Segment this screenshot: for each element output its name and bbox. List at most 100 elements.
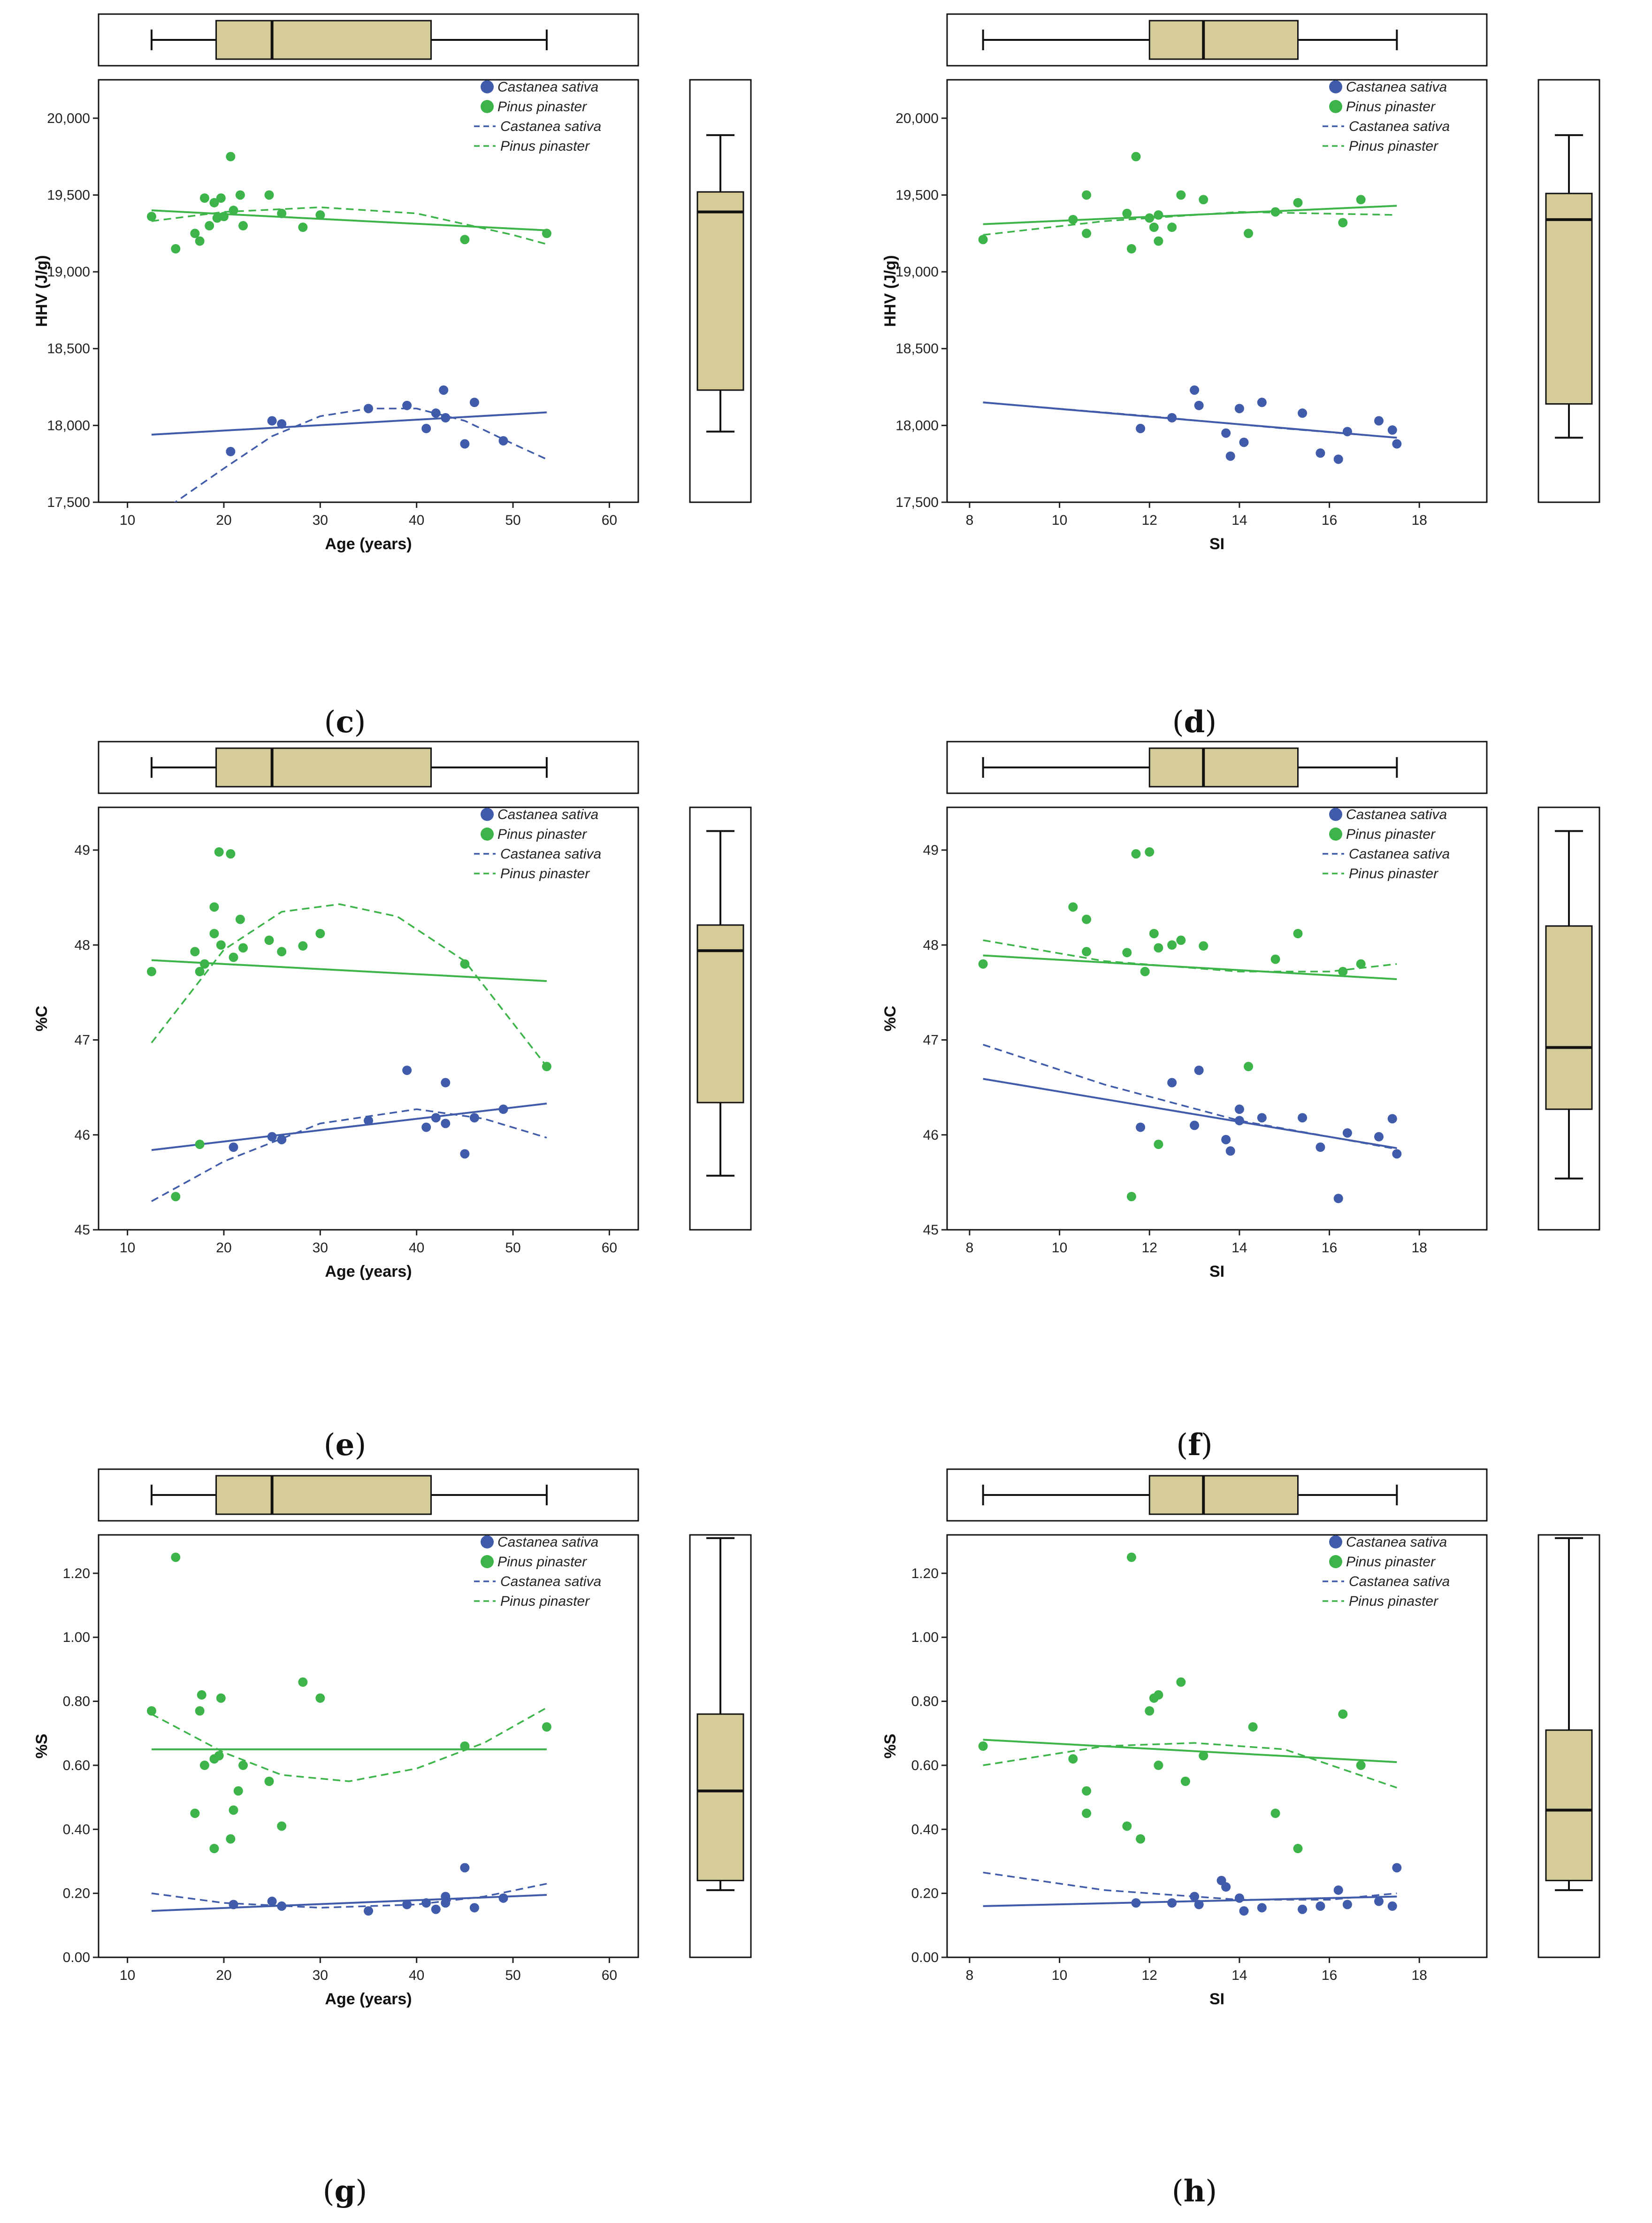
x-tick-label: 10 xyxy=(1052,1968,1067,1983)
y-axis-label: %S xyxy=(881,1734,899,1759)
y-axis-label: %S xyxy=(33,1734,51,1759)
castanea-sativa-point xyxy=(1239,437,1249,447)
pinus-pinaster-point xyxy=(1356,1760,1366,1770)
panel-h: 8 10 12 14 16 18 0.00 0.20 0.40 0.60 0.80 1.00 1.20 S… xyxy=(881,1468,1600,2008)
legend-entry: Pinus pinaster xyxy=(1346,99,1436,115)
x-axis-label: Age (years) xyxy=(325,1263,412,1280)
panel-label-open: ( xyxy=(323,2174,335,2209)
pinus-pinaster-point xyxy=(298,1677,308,1687)
pinus-pinaster-point xyxy=(1131,152,1141,161)
pinus-pinaster-point xyxy=(1126,1192,1136,1202)
y-boxplot-box xyxy=(1545,1729,1593,1881)
castanea-sativa-linear-fit xyxy=(983,401,1397,439)
pinus-pinaster-point xyxy=(1244,229,1254,238)
panel-label-letter: d xyxy=(1184,705,1205,740)
y-tick-label: 17,500 xyxy=(47,495,90,510)
pinus-pinaster-linear-fit xyxy=(151,959,547,982)
castanea-sativa-point xyxy=(460,439,470,449)
x-tick-label: 60 xyxy=(602,1240,617,1256)
x-tick-label: 20 xyxy=(216,1968,231,1983)
x-tick-label: 18 xyxy=(1412,1968,1427,1983)
castanea-sativa-point xyxy=(1333,454,1343,464)
pinus-pinaster-point xyxy=(1149,928,1159,938)
castanea-sativa-point xyxy=(277,1134,287,1144)
castanea-sativa-point xyxy=(364,1116,373,1126)
castanea-sativa-point xyxy=(1234,1893,1244,1903)
y-axis-label: HHV (J/g) xyxy=(33,255,51,327)
pinus-pinaster-point xyxy=(235,914,245,924)
pinus-pinaster-quadratic-fit xyxy=(151,206,547,245)
x-boxplot-box xyxy=(215,20,432,60)
panel-label-c: (c) xyxy=(324,705,366,740)
y-tick-label: 0.00 xyxy=(911,1950,939,1965)
legend-entry: Castanea sativa xyxy=(1349,846,1450,862)
castanea-sativa-point xyxy=(460,1149,470,1159)
pinus-pinaster-point xyxy=(1338,1709,1348,1719)
y-tick-label: 45 xyxy=(75,1222,90,1238)
legend-entry: Castanea sativa xyxy=(500,1574,601,1589)
legend-entry: Castanea sativa xyxy=(1346,79,1447,95)
y-tick-label: 0.00 xyxy=(63,1950,90,1965)
panel-label-d: (d) xyxy=(1172,705,1217,740)
panel-label-open: ( xyxy=(1172,2174,1184,2209)
legend-marker xyxy=(481,1555,494,1568)
castanea-sativa-point xyxy=(364,1906,373,1916)
x-tick-label: 30 xyxy=(313,1240,328,1256)
castanea-sativa-point xyxy=(1387,1114,1397,1124)
y-tick-label: 18,000 xyxy=(47,418,90,433)
castanea-sativa-point xyxy=(1194,1900,1204,1909)
y-boxplot-box xyxy=(696,1713,744,1881)
castanea-sativa-point xyxy=(1136,1122,1146,1132)
legend-entry: Pinus pinaster xyxy=(500,1594,590,1609)
x-boxplot-box xyxy=(1148,747,1299,788)
y-boxplot-box xyxy=(1545,925,1593,1110)
pinus-pinaster-point xyxy=(1131,849,1141,859)
pinus-pinaster-point xyxy=(460,959,470,969)
pinus-pinaster-point xyxy=(1082,229,1092,238)
pinus-pinaster-point xyxy=(233,1786,243,1796)
pinus-pinaster-point xyxy=(226,849,236,859)
x-tick-label: 60 xyxy=(602,1968,617,1983)
legend-entry: Castanea sativa xyxy=(500,119,601,134)
pinus-pinaster-point xyxy=(238,221,248,230)
pinus-pinaster-point xyxy=(171,1552,181,1562)
x-axis-label: SI xyxy=(1209,1990,1224,2008)
plot-layer xyxy=(146,847,551,1202)
castanea-sativa-point xyxy=(1190,1120,1200,1130)
castanea-sativa-point xyxy=(1221,1134,1231,1144)
pinus-pinaster-point xyxy=(315,928,325,938)
plot-frame xyxy=(98,806,639,1231)
legend-entry: Pinus pinaster xyxy=(1349,1594,1438,1609)
pinus-pinaster-point xyxy=(195,1139,205,1149)
pinus-pinaster-point xyxy=(1082,947,1092,957)
castanea-sativa-point xyxy=(1374,1896,1384,1906)
legend-entry: Castanea sativa xyxy=(497,807,598,822)
castanea-sativa-point xyxy=(1167,1078,1177,1088)
castanea-sativa-point xyxy=(267,1896,277,1906)
castanea-sativa-point xyxy=(439,385,449,395)
y-tick-label: 1.20 xyxy=(911,1566,939,1581)
y-tick-label: 0.40 xyxy=(911,1822,939,1837)
pinus-pinaster-point xyxy=(1126,1552,1136,1562)
pinus-pinaster-quadratic-fit xyxy=(983,939,1397,973)
pinus-pinaster-point xyxy=(1082,1786,1092,1796)
legend-entry: Pinus pinaster xyxy=(497,827,587,842)
x-tick-label: 10 xyxy=(120,1968,135,1983)
castanea-sativa-point xyxy=(1257,398,1267,407)
y-axis-label: HHV (J/g) xyxy=(881,255,899,327)
plot-frame xyxy=(98,1534,639,1958)
pinus-pinaster-point xyxy=(1154,236,1163,246)
castanea-sativa-point xyxy=(402,1900,412,1909)
x-tick-label: 16 xyxy=(1322,1968,1337,1983)
pinus-pinaster-point xyxy=(209,1844,219,1854)
pinus-pinaster-point xyxy=(1176,190,1186,200)
castanea-sativa-point xyxy=(1392,439,1402,449)
legend-entry: Pinus pinaster xyxy=(500,866,590,882)
y-tick-label: 18,000 xyxy=(895,418,939,433)
pinus-pinaster-point xyxy=(1167,940,1177,950)
pinus-pinaster-point xyxy=(542,1722,551,1732)
castanea-sativa-point xyxy=(1225,451,1235,461)
pinus-pinaster-point xyxy=(216,193,226,203)
castanea-sativa-point xyxy=(1315,448,1325,458)
